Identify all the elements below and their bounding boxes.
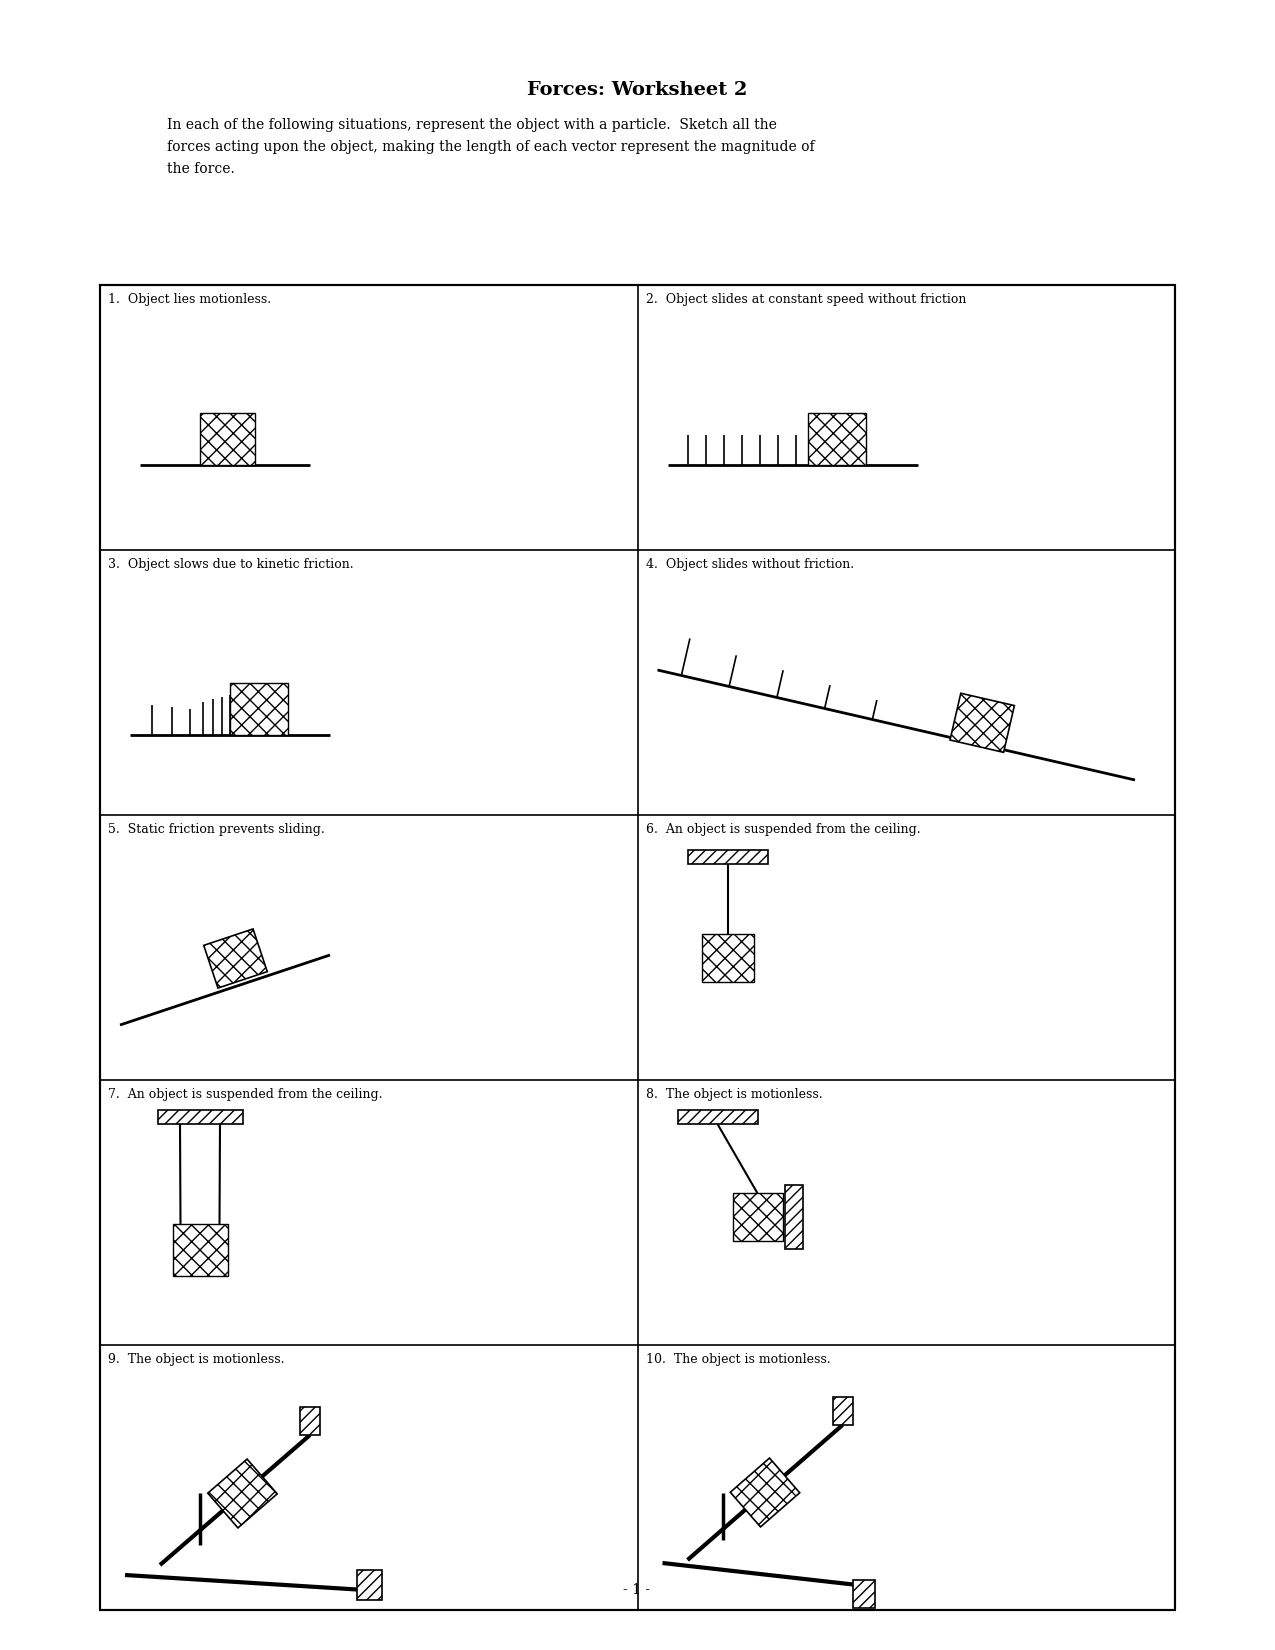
Polygon shape <box>208 1459 277 1528</box>
Bar <box>853 1581 875 1609</box>
Bar <box>230 683 288 734</box>
Text: 3.  Object slows due to kinetic friction.: 3. Object slows due to kinetic friction. <box>108 558 353 571</box>
Bar <box>784 1185 802 1249</box>
Text: Forces: Worksheet 2: Forces: Worksheet 2 <box>527 81 747 99</box>
Bar <box>677 1110 757 1124</box>
Text: the force.: the force. <box>167 162 235 177</box>
Bar <box>687 850 768 865</box>
Text: 6.  An object is suspended from the ceiling.: 6. An object is suspended from the ceili… <box>645 823 921 837</box>
Text: 2.  Object slides at constant speed without friction: 2. Object slides at constant speed witho… <box>645 294 966 305</box>
Text: 4.  Object slides without friction.: 4. Object slides without friction. <box>645 558 854 571</box>
Bar <box>158 1110 242 1124</box>
Polygon shape <box>950 693 1015 752</box>
Text: 5.  Static friction prevents sliding.: 5. Static friction prevents sliding. <box>108 823 325 837</box>
Text: forces acting upon the object, making the length of each vector represent the ma: forces acting upon the object, making th… <box>167 140 815 153</box>
Polygon shape <box>731 1459 799 1526</box>
Text: 9.  The object is motionless.: 9. The object is motionless. <box>108 1353 284 1366</box>
Polygon shape <box>204 929 268 988</box>
Text: In each of the following situations, represent the object with a particle.  Sket: In each of the following situations, rep… <box>167 119 776 132</box>
Bar <box>99 285 1176 1610</box>
Text: - 1 -: - 1 - <box>623 1582 650 1597</box>
Text: 7.  An object is suspended from the ceiling.: 7. An object is suspended from the ceili… <box>108 1087 382 1101</box>
Bar <box>807 412 866 465</box>
Text: 8.  The object is motionless.: 8. The object is motionless. <box>645 1087 822 1101</box>
Bar <box>833 1398 853 1426</box>
Bar <box>357 1571 382 1600</box>
Text: 1.  Object lies motionless.: 1. Object lies motionless. <box>108 294 272 305</box>
Bar <box>733 1193 783 1241</box>
Text: 10.  The object is motionless.: 10. The object is motionless. <box>645 1353 830 1366</box>
Bar <box>701 934 754 982</box>
Bar <box>300 1407 320 1436</box>
Bar <box>172 1224 227 1275</box>
Bar <box>200 412 255 465</box>
